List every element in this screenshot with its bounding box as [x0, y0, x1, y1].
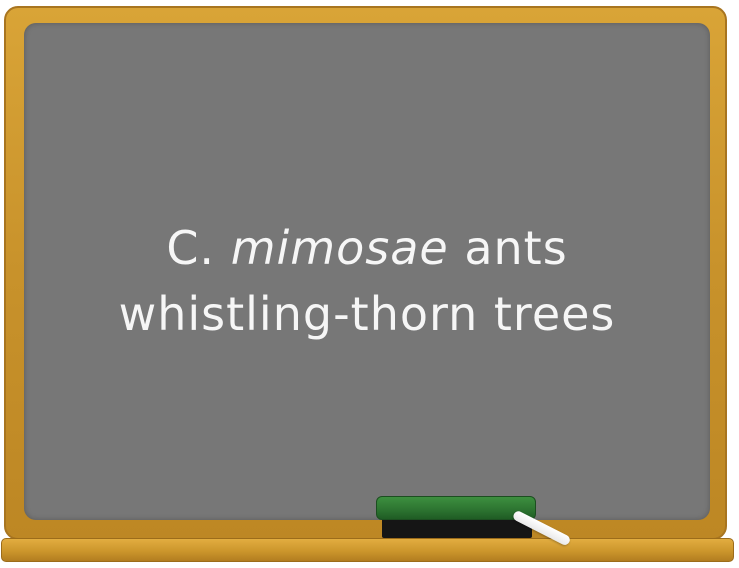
chalk-line-1: C. mimosae ants [24, 215, 710, 281]
genus-abbrev: C. [166, 221, 216, 275]
eraser [376, 496, 536, 538]
chalk-ledge [1, 538, 734, 562]
species-name: mimosae [230, 221, 449, 275]
eraser-felt [376, 496, 536, 520]
eraser-handle [382, 516, 532, 538]
chalkboard-surface [24, 23, 710, 520]
ants-word: ants [464, 221, 568, 275]
chalk-line-2: whistling-thorn trees [118, 287, 616, 341]
chalkboard-text: C. mimosae ants whistling-thorn trees [24, 215, 710, 347]
